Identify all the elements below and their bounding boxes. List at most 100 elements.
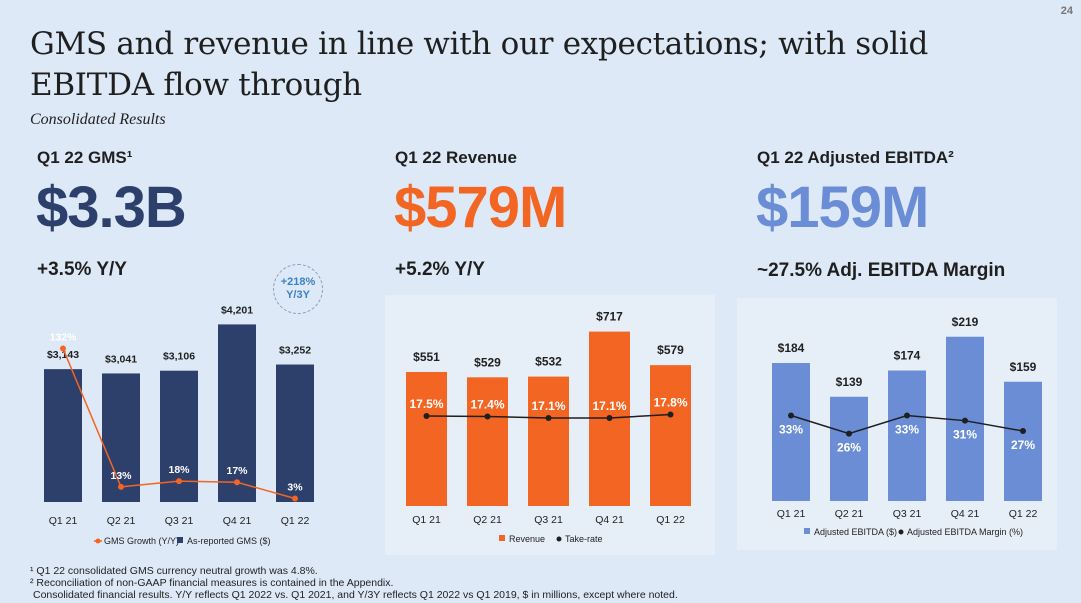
legend-label: GMS Growth (Y/Y): [104, 536, 179, 546]
legend-dot-swatch: [898, 529, 904, 535]
bar-q1-22: [1004, 381, 1042, 501]
revenue-kpi-growth: +5.2% Y/Y: [395, 259, 485, 280]
line-value-label: 26%: [837, 441, 861, 455]
line-value-label: 3%: [287, 482, 303, 494]
badge-line-1: +218%: [280, 276, 316, 288]
line-point: [904, 412, 910, 419]
line-value-label: 31%: [953, 428, 977, 442]
legend-label: Adjusted EBITDA ($): [814, 527, 897, 537]
legend-square-swatch: [804, 528, 810, 534]
x-tick-label: Q3 21: [534, 514, 563, 526]
revenue-kpi-value: $579M: [394, 175, 567, 240]
bar-value-label: $3,106: [163, 351, 195, 363]
bar-value-label: $4,201: [221, 304, 253, 316]
x-tick-label: Q3 21: [165, 515, 194, 527]
bar-q1-21: [772, 363, 810, 501]
x-tick-label: Q2 21: [107, 515, 136, 527]
bar-value-label: $532: [535, 355, 562, 369]
gms-kpi-value: $3.3B: [36, 175, 187, 240]
x-tick-label: Q1 21: [412, 514, 441, 526]
legend-label: Adjusted EBITDA Margin (%): [907, 527, 1023, 537]
line-point: [60, 345, 66, 352]
revenue-kpi-label: Q1 22 Revenue: [395, 148, 517, 167]
bar-value-label: $3,143: [47, 349, 79, 361]
footnotes: ¹ Q1 22 consolidated GMS currency neutra…: [30, 565, 678, 601]
slide-subtitle: Consolidated Results: [30, 111, 166, 128]
x-tick-label: Q1 21: [777, 508, 806, 520]
bar-q4-21: [218, 324, 256, 502]
line-point: [846, 430, 852, 437]
gms-3y-growth-badge: +218% Y/3Y: [273, 264, 323, 314]
line-point: [545, 415, 552, 422]
x-tick-label: Q4 21: [595, 514, 624, 526]
line-point: [606, 415, 613, 422]
line-value-label: 17.1%: [531, 399, 565, 413]
line-point: [423, 413, 430, 419]
line-value-label: 17.8%: [653, 395, 687, 409]
legend-label: As-reported GMS ($): [187, 536, 271, 546]
x-tick-label: Q2 21: [473, 514, 502, 526]
line-value-label: 33%: [779, 423, 803, 437]
x-tick-label: Q4 21: [951, 508, 980, 520]
line-point: [176, 478, 182, 485]
footnote-3: Consolidated financial results. Y/Y refl…: [33, 589, 678, 601]
bar-value-label: $159: [1010, 360, 1037, 374]
line-point: [962, 417, 968, 424]
line-point: [484, 413, 491, 420]
x-tick-label: Q1 22: [281, 515, 310, 527]
ebitda-kpi-margin: ~27.5% Adj. EBITDA Margin: [757, 260, 1006, 281]
line-value-label: 132%: [50, 332, 78, 344]
line-value-label: 27%: [1011, 438, 1035, 452]
bar-value-label: $174: [894, 349, 921, 363]
bar-value-label: $579: [657, 343, 684, 357]
bar-value-label: $184: [778, 341, 805, 355]
line-point: [1020, 428, 1026, 435]
bar-q2-21: [467, 377, 508, 506]
legend-dot-swatch: [556, 536, 562, 542]
x-tick-label: Q1 22: [656, 514, 685, 526]
legend-square-swatch: [177, 537, 183, 543]
ebitda-kpi-value: $159M: [756, 175, 929, 240]
x-tick-label: Q2 21: [835, 508, 864, 520]
footnote-2: ² Reconciliation of non-GAAP financial m…: [30, 577, 394, 589]
line-value-label: 17%: [226, 465, 248, 477]
line-value-label: 17.5%: [409, 397, 443, 411]
line-point: [788, 412, 794, 419]
bar-value-label: $3,041: [105, 353, 137, 365]
x-tick-label: Q1 21: [49, 515, 78, 527]
gms-kpi-label: Q1 22 GMS¹: [37, 148, 133, 167]
bar-q3-21: [528, 376, 569, 506]
line-point: [234, 479, 240, 486]
footnote-1: ¹ Q1 22 consolidated GMS currency neutra…: [30, 565, 318, 577]
line-value-label: 17.1%: [592, 399, 626, 413]
bar-value-label: $3,252: [279, 345, 311, 357]
x-tick-label: Q3 21: [893, 508, 922, 520]
slide-title: GMS and revenue in line with our expecta…: [30, 26, 929, 103]
bar-q2-21: [830, 396, 868, 501]
ebitda-chart: $184 Q1 21 $139 Q2 21 $174 Q3 21 $219 Q4 21 $159…: [737, 298, 1057, 550]
badge-line-2: Y/3Y: [286, 289, 310, 301]
bar-q1-22: [650, 365, 691, 506]
legend-label: Take-rate: [565, 534, 603, 544]
line-value-label: 18%: [168, 464, 190, 476]
bar-q3-21: [888, 370, 926, 501]
bar-value-label: $529: [474, 355, 501, 369]
line-point: [118, 483, 124, 490]
bar-q2-21: [102, 373, 140, 502]
x-tick-label: Q1 22: [1009, 508, 1038, 520]
bar-q1-21: [44, 369, 82, 502]
revenue-chart: $551 Q1 21 $529 Q2 21 $532 Q3 21 $717 Q4 21 $579…: [385, 295, 715, 555]
line-value-label: 33%: [895, 423, 919, 437]
gms-kpi-growth: +3.5% Y/Y: [37, 259, 127, 280]
line-value-label: 17.4%: [470, 398, 504, 412]
ebitda-kpi-label: Q1 22 Adjusted EBITDA²: [757, 148, 954, 167]
legend-label: Revenue: [509, 534, 545, 544]
gms-chart: $3,143 Q1 21 $3,041 Q2 21 $3,106 Q3 21 $4,201 Q…: [44, 304, 314, 546]
bar-value-label: $551: [413, 350, 440, 364]
bar-q1-22: [276, 364, 314, 502]
line-value-label: 13%: [110, 470, 132, 482]
x-tick-label: Q4 21: [223, 515, 252, 527]
bar-q1-21: [406, 371, 447, 506]
bar-value-label: $139: [836, 375, 863, 389]
legend-square-swatch: [499, 535, 505, 541]
